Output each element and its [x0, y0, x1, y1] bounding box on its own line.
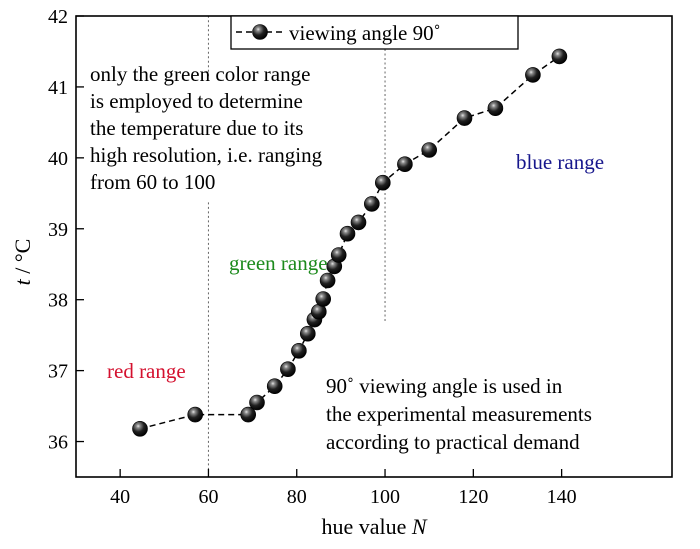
y-tick-label: 40: [48, 148, 68, 170]
data-point: [291, 342, 307, 359]
data-point: [456, 110, 473, 126]
data-point: [299, 325, 316, 342]
y-tick-label: 36: [48, 432, 68, 454]
y-tick-label: 42: [48, 6, 68, 28]
x-tick-label: 80: [287, 486, 307, 508]
legend: viewing angle 90˚: [230, 15, 519, 50]
x-tick-label: 40: [110, 486, 130, 508]
x-tick-label: 120: [458, 486, 488, 508]
y-tick-label: 39: [48, 219, 68, 241]
data-point: [249, 394, 265, 411]
y-tick-label: 41: [48, 77, 68, 99]
red-range-label: red range: [107, 359, 186, 383]
data-point: [319, 272, 336, 289]
data-series: [132, 48, 568, 437]
annotations: only the green color range is employed t…: [90, 62, 597, 454]
x-tick-label: 100: [370, 486, 400, 508]
color-range-labels: red range green range blue range: [107, 150, 604, 383]
data-point: [551, 48, 568, 65]
data-point: [487, 100, 504, 116]
data-point: [266, 378, 283, 395]
viewing-angle-note: 90˚ viewing angle is used in the experim…: [326, 374, 597, 454]
data-point: [374, 174, 391, 191]
data-point: [350, 214, 367, 231]
data-point: [339, 225, 356, 242]
green-range-note: only the green color range is employed t…: [90, 62, 327, 194]
legend-label: viewing angle 90˚: [289, 21, 441, 45]
data-point: [363, 196, 380, 212]
data-point: [240, 406, 256, 423]
axis-ticks: 40 60 80 100 120 140 36 37 38 39 40 41 42: [48, 6, 577, 508]
range-boundary-lines: [207, 16, 386, 470]
legend-marker-sample: [252, 24, 268, 40]
y-tick-label: 38: [48, 290, 68, 312]
green-range-label: green range: [229, 251, 328, 275]
y-tick-label: 37: [48, 361, 68, 383]
blue-range-label: blue range: [516, 150, 604, 174]
data-point: [397, 156, 413, 172]
x-tick-label: 60: [198, 486, 218, 508]
x-axis-label: hue value N: [321, 514, 427, 539]
x-tick-label: 140: [547, 486, 577, 508]
data-point: [421, 142, 438, 158]
y-axis-label: t / °C: [10, 239, 35, 286]
data-point: [187, 406, 203, 423]
data-point: [280, 361, 296, 378]
data-point: [525, 67, 541, 83]
data-point: [132, 420, 148, 437]
data-point: [315, 291, 332, 307]
data-point: [330, 247, 347, 263]
